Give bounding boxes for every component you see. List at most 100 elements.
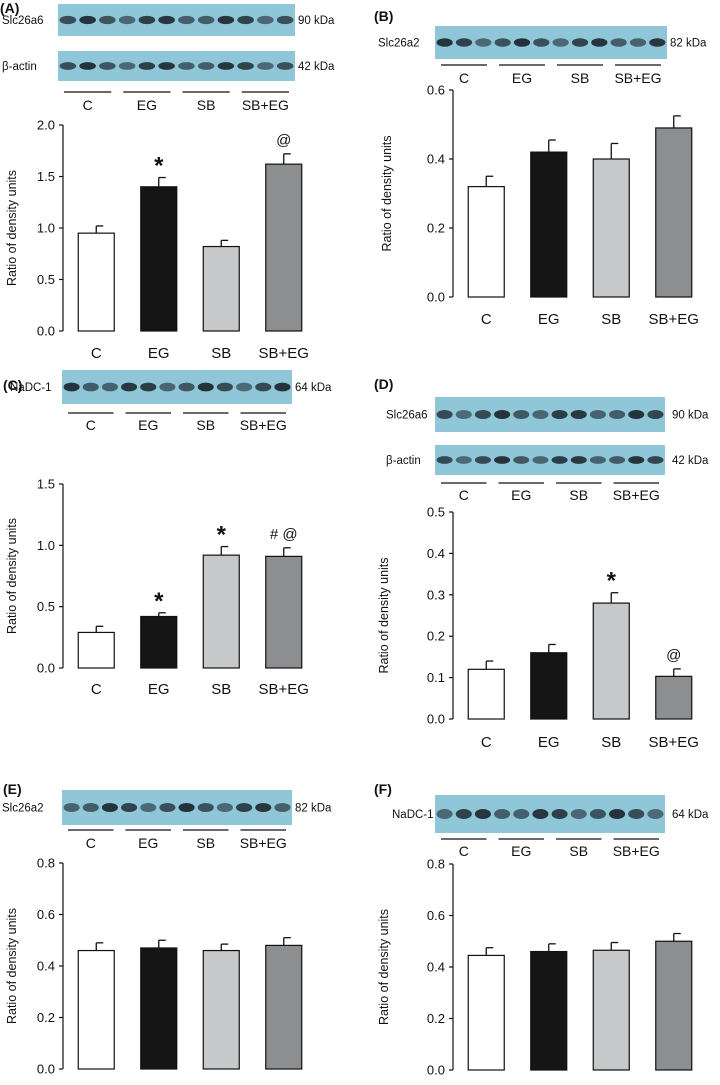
chart-svg-1: Slc26a2 82 kDa C EG SB SB+EG 0.0 0.2 0.4 0.6 Ratio… (378, 26, 707, 328)
blot-band (217, 62, 235, 70)
y-axis-label: Ratio of density units (377, 909, 391, 1025)
bar-sb (202, 245, 240, 332)
blot-band (474, 409, 491, 420)
y-tick-label: 1.0 (37, 221, 55, 236)
panel-f: (F) NaDC-1 64 kDa C EG SB SB+EG 0.0 0.2 0.4 0.6 0.… (360, 770, 720, 1085)
blot-strip-1 (58, 51, 295, 81)
y-tick-label: 0.2 (427, 629, 445, 644)
blot-band (591, 38, 608, 47)
y-axis-label: Ratio of density units (5, 908, 19, 1024)
error-bar (158, 612, 166, 617)
chart-svg-2: NaDC-1 64 kDa C EG SB SB+EG 0.0 0.5 1.0 1.5 Ratio … (5, 370, 332, 698)
blot-kda-label: 64 kDa (672, 809, 709, 821)
significance-mark: # @ (270, 526, 298, 543)
lane-label: C (86, 417, 96, 433)
blot-band (570, 456, 587, 464)
panel-label-c: (C) (3, 377, 23, 393)
blot-band (532, 456, 549, 464)
y-tick-label: 1.0 (37, 538, 55, 553)
blot-kda-label: 42 kDa (298, 61, 335, 73)
lane-label: SB+EG (240, 417, 287, 433)
blot-band (609, 456, 626, 464)
chart-svg-4: Slc26a2 82 kDa C EG SB SB+EG 0.0 0.2 0.4 0.6 0.8 Ra… (2, 790, 332, 1085)
error-bar (283, 547, 291, 557)
bar-sb (592, 949, 630, 1071)
x-tick-label: C (91, 345, 102, 362)
lane-label: SB (569, 487, 588, 503)
blot-band (610, 38, 627, 47)
blot-kda-label: 42 kDa (672, 455, 709, 467)
blot-band (436, 38, 453, 47)
y-tick-label: 0.2 (37, 1010, 55, 1025)
x-tick-label: C (91, 681, 102, 698)
error-bar (95, 625, 104, 633)
blot-band (532, 809, 549, 819)
error-bar (485, 947, 494, 956)
blot-band (59, 62, 77, 70)
bar-eg (530, 652, 568, 720)
blot-band (158, 15, 175, 25)
lane-label: C (459, 487, 469, 503)
blot-band (216, 802, 233, 813)
bar-eg (140, 615, 178, 669)
panel-label-b: (B) (374, 8, 394, 24)
blot-band (628, 809, 645, 819)
y-axis-label: Ratio of density units (5, 170, 19, 286)
blot-strip-0 (435, 397, 665, 432)
y-tick-label: 0.0 (37, 1062, 55, 1077)
blot-protein-label: NaDC-1 (392, 809, 434, 821)
bar-c (467, 186, 505, 298)
y-tick-label: 0.5 (37, 599, 55, 614)
lane-label: C (459, 70, 469, 86)
blot-band (118, 62, 136, 70)
bar-eg (530, 151, 568, 298)
x-tick-label: C (481, 311, 492, 328)
blot-band (197, 382, 214, 392)
blot-protein-label: Slc26a6 (386, 410, 428, 422)
panel-label-d: (D) (374, 376, 394, 392)
blot-band (494, 809, 511, 819)
bar-sb (202, 554, 240, 669)
lane-label: SB (571, 70, 590, 86)
bar-sb-eg (265, 163, 303, 332)
blot-band (513, 38, 531, 47)
y-axis-label: Ratio of density units (5, 518, 19, 634)
blot-band (257, 15, 274, 25)
panel-c: (C) NaDC-1 64 kDa C EG SB SB+EG 0.0 0.5 1.0 1.5 Ra… (0, 370, 360, 700)
y-tick-label: 0.6 (427, 908, 445, 923)
blot-protein-label: Slc26a2 (378, 38, 420, 50)
error-bar (220, 239, 229, 247)
blot-band (513, 456, 530, 464)
lane-label: SB (569, 843, 588, 859)
blot-band (647, 456, 664, 464)
y-tick-label: 0.4 (37, 959, 55, 974)
y-tick-label: 0.5 (37, 272, 55, 287)
y-tick-label: 0.2 (427, 1011, 445, 1026)
blot-band (63, 382, 80, 392)
blot-band (629, 38, 647, 47)
blot-band (276, 62, 294, 70)
blot-band (570, 809, 587, 819)
x-tick-label: SB (601, 311, 621, 328)
blot-band (551, 456, 568, 464)
significance-mark: @ (276, 132, 291, 149)
x-tick-label: SB (601, 734, 621, 751)
bar-eg (530, 950, 568, 1071)
lane-label: C (83, 97, 93, 113)
blot-band (101, 382, 118, 392)
blot-band (494, 38, 511, 47)
error-bar (673, 932, 681, 942)
blot-band (237, 62, 254, 70)
x-tick-label: SB (211, 681, 231, 698)
blot-band (533, 38, 550, 47)
blot-band (628, 456, 645, 464)
bar-c (77, 232, 115, 332)
bar-sb-eg (655, 940, 693, 1071)
y-tick-label: 1.5 (37, 477, 55, 492)
panel-a: (A) Slc26a6 90 kDa β-actin 42 kDa C EG SB SB+EG… (0, 0, 360, 365)
blot-band (494, 456, 511, 464)
y-tick-label: 0.0 (427, 712, 445, 727)
x-tick-label: SB+EG (259, 1083, 309, 1085)
panel-label-e: (E) (3, 781, 22, 797)
error-bar (95, 942, 104, 951)
